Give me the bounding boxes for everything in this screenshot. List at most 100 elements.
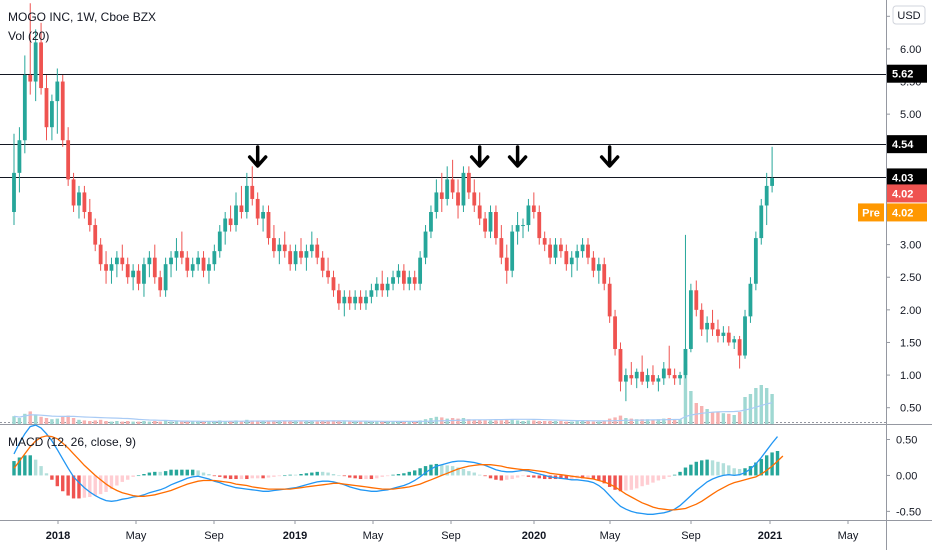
volume-bar — [380, 421, 384, 424]
macd-legend: MACD (12, 26, close, 9) — [8, 435, 136, 449]
candle-body — [753, 238, 758, 284]
candle-body — [28, 75, 33, 82]
candle-body — [217, 231, 222, 252]
volume-bar — [71, 418, 76, 424]
volume-bar — [651, 419, 655, 424]
candle-body — [499, 238, 504, 258]
macd-histogram-bar — [17, 457, 22, 476]
candle-body — [618, 348, 623, 382]
candle-body — [461, 172, 466, 206]
candle-body — [353, 296, 358, 304]
macd-histogram-bar — [88, 475, 92, 497]
macd-histogram-bar — [461, 468, 466, 476]
currency-button[interactable]: USD — [892, 5, 926, 25]
candle-body — [98, 244, 103, 265]
candle-body — [418, 257, 423, 284]
candle-body — [320, 257, 325, 271]
volume-bar — [597, 421, 601, 424]
arrow-markers — [247, 145, 620, 168]
volume-bar — [358, 421, 363, 424]
hline-price-tag: 4.03 — [887, 168, 927, 187]
volume-bar — [505, 419, 509, 424]
volume-bar — [277, 421, 282, 424]
price-tick-label: 5.00 — [900, 109, 921, 121]
candle-body — [472, 192, 477, 206]
macd-histogram-bar — [570, 475, 574, 480]
macd-histogram-bar — [645, 475, 650, 485]
candle-body — [39, 42, 43, 89]
candle-body — [705, 322, 710, 330]
macd-histogram-bar — [618, 475, 623, 492]
macd-histogram-bar — [261, 475, 265, 479]
macd-histogram-bar — [727, 465, 731, 476]
volume-bar — [82, 420, 87, 424]
volume-bar — [532, 420, 536, 424]
macd-histogram-bar — [418, 468, 422, 476]
macd-histogram-bar — [163, 471, 168, 476]
candle-body — [66, 140, 71, 180]
candle-body — [55, 81, 60, 102]
macd-histogram-bar — [499, 475, 504, 481]
macd-histogram-bar — [396, 474, 401, 476]
macd-histogram-bar — [537, 475, 541, 479]
macd-histogram-bar — [299, 474, 303, 476]
volume-bar — [44, 418, 49, 424]
macd-histogram-bar — [775, 451, 780, 476]
macd-line — [13, 424, 778, 515]
macd-histogram-bar — [564, 475, 569, 480]
candle-body — [282, 244, 287, 252]
volume-bar — [104, 421, 108, 424]
macd-histogram-bar — [477, 474, 482, 476]
volume-bar — [570, 421, 574, 424]
volume-bar — [223, 421, 227, 424]
macd-histogram-bar — [212, 475, 217, 477]
candle-body — [737, 339, 742, 356]
macd-histogram-bar — [196, 470, 200, 476]
volume-bar — [23, 413, 27, 424]
macd-histogram-bar — [255, 475, 260, 479]
macd-histogram-bar — [207, 474, 211, 476]
macd-histogram-bar — [109, 475, 114, 490]
candle-body — [82, 192, 87, 212]
macd-histogram-bar — [120, 475, 124, 482]
time-tick-label: Sep — [681, 530, 701, 542]
candle-body — [586, 244, 590, 258]
volume-bar — [526, 420, 531, 424]
macd-histogram-bar — [55, 475, 60, 487]
candle-body — [683, 348, 688, 376]
volume-bar — [93, 420, 97, 424]
macd-histogram-bar — [613, 475, 617, 490]
macd-histogram-bar — [602, 475, 606, 484]
candle-body — [299, 251, 303, 258]
candle-body — [374, 283, 379, 291]
volume-bar — [640, 419, 644, 424]
volume-bar — [304, 421, 309, 424]
macd-histogram-bar — [71, 475, 76, 499]
macd-histogram-bar — [651, 475, 655, 483]
volume-bar — [61, 416, 65, 424]
macd-histogram-bar — [591, 475, 596, 480]
volume-bar — [721, 413, 726, 424]
macd-histogram-bar — [586, 475, 590, 479]
volume-bar — [770, 394, 774, 424]
volume-bar — [153, 421, 157, 424]
candle-body — [369, 290, 374, 297]
price-tag-label: 4.02 — [892, 207, 913, 219]
candle-body — [315, 244, 320, 258]
candle-body — [613, 316, 617, 349]
volume-bar — [396, 421, 401, 424]
candle-body — [726, 332, 731, 343]
candle-body — [228, 218, 233, 226]
macd-histogram-bar — [190, 469, 195, 476]
macd-histogram-bar — [277, 475, 282, 477]
volume-bar — [234, 420, 238, 424]
volume-bar — [510, 419, 514, 424]
candle-body — [347, 296, 352, 304]
volume-bar — [369, 421, 374, 424]
candle-body — [531, 205, 536, 212]
macd-histogram-bar — [364, 475, 368, 480]
time-tick-label: May — [126, 530, 147, 542]
volume-bar — [88, 421, 92, 424]
macd-histogram-bar — [82, 475, 87, 498]
volume-bar — [667, 418, 671, 424]
